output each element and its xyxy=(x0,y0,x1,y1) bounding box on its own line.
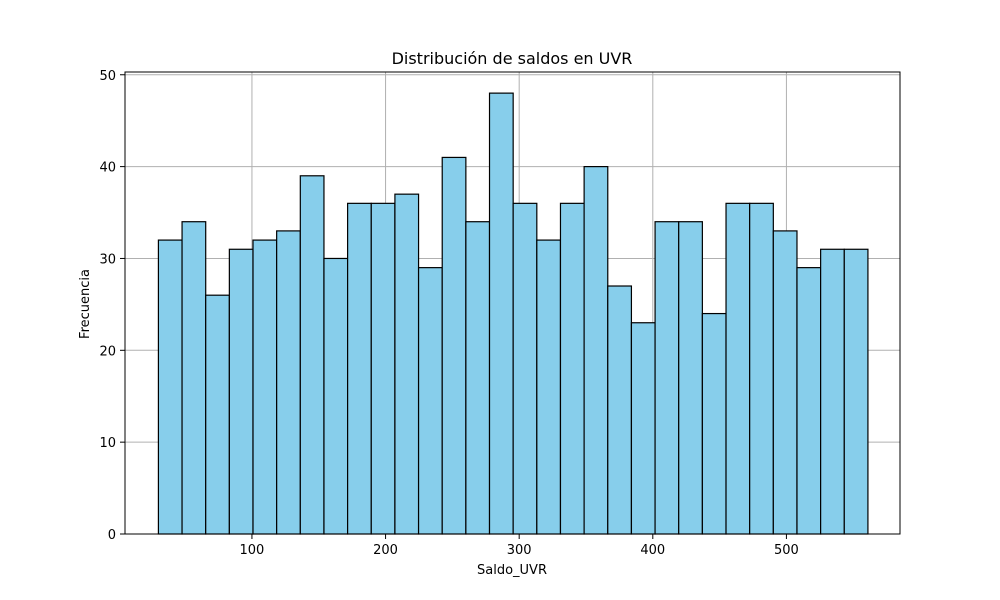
histogram-bar xyxy=(394,193,420,535)
x-tick-label: 200 xyxy=(373,543,398,558)
histogram-bar xyxy=(417,267,443,535)
y-tick-label: 20 xyxy=(99,344,116,359)
chart-title: Distribución de saldos en UVR xyxy=(392,49,633,68)
histogram-bar xyxy=(607,285,633,535)
histogram-bar xyxy=(796,267,822,535)
histogram-bar xyxy=(252,239,278,535)
x-tick-label: 100 xyxy=(240,543,265,558)
histogram-bar xyxy=(228,248,254,535)
histogram-bar xyxy=(820,248,845,535)
x-tick-label: 500 xyxy=(774,543,799,558)
histogram-bar xyxy=(323,257,349,535)
histogram-bar xyxy=(157,239,183,535)
x-tick-label: 400 xyxy=(640,543,665,558)
histogram-bar xyxy=(276,230,301,535)
y-axis-ticks: 0 10 20 30 40 50 xyxy=(99,69,125,543)
plot-frame xyxy=(124,71,901,535)
histogram-bar xyxy=(465,221,491,535)
y-tick-label: 0 xyxy=(108,528,116,543)
histogram-bar xyxy=(536,239,562,535)
histogram-bar xyxy=(347,202,372,535)
histogram-bar xyxy=(843,248,869,535)
histogram-bar xyxy=(772,230,798,535)
histogram-bar xyxy=(299,175,325,535)
histogram-bar xyxy=(725,202,751,535)
histogram-bar xyxy=(441,156,467,535)
histogram-bar xyxy=(749,202,774,535)
histogram-bar xyxy=(205,294,230,535)
x-axis-ticks: 100 200 300 400 500 xyxy=(240,534,799,558)
y-tick-label: 10 xyxy=(99,436,116,451)
x-axis-title: Saldo_UVR xyxy=(477,563,547,578)
histogram-bar xyxy=(559,202,585,535)
x-tick-label: 300 xyxy=(507,543,532,558)
y-tick-label: 50 xyxy=(99,69,116,84)
histogram-bar xyxy=(181,221,207,535)
histogram-bar xyxy=(512,202,538,535)
histogram-bar xyxy=(583,166,609,535)
histogram-bar xyxy=(370,202,396,535)
histogram-bar xyxy=(654,221,680,535)
histogram-bar xyxy=(678,221,703,535)
y-axis-title: Frecuencia xyxy=(78,269,93,339)
y-tick-label: 30 xyxy=(99,252,116,267)
histogram-bar xyxy=(630,322,656,535)
histogram-bar xyxy=(488,92,514,535)
histogram-bar xyxy=(701,312,727,535)
y-tick-label: 40 xyxy=(99,161,116,176)
